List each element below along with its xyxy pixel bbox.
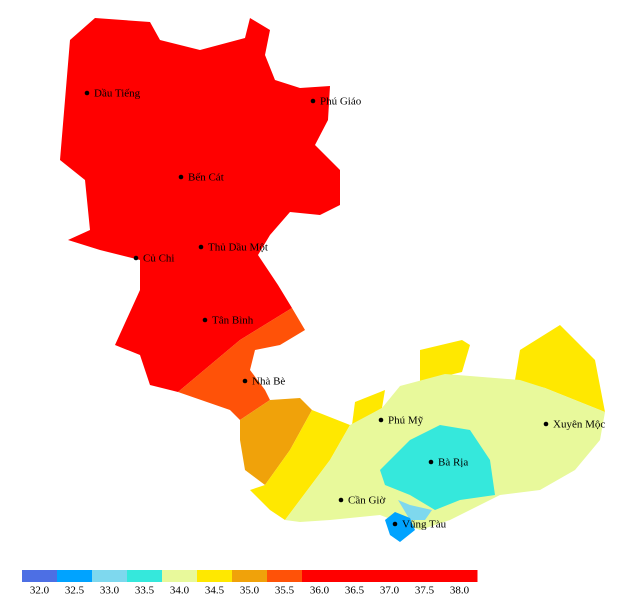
colorbar: 32.0 32.5 33.0 33.5 34.0 34.5 35.0 35.5 36.0 36.5… <box>22 570 478 597</box>
zone <box>178 308 305 420</box>
zone <box>240 398 312 485</box>
colorbar-tick-label: 34.5 <box>205 585 225 597</box>
map <box>60 18 605 542</box>
zone <box>420 340 470 382</box>
place-dot <box>242 378 248 384</box>
place-label: Bà Rịa <box>438 457 468 469</box>
place-dot <box>198 244 204 250</box>
place-dot <box>310 98 316 104</box>
place-label: Nhà Bè <box>252 376 285 388</box>
zone <box>385 512 415 542</box>
place-dot <box>392 521 398 527</box>
zone <box>250 410 350 520</box>
places: Dầu Tiếng Phú Giáo Bến Cát Thủ Dầu Một Củ Ch… <box>84 88 605 531</box>
colorbar-bin <box>267 570 303 582</box>
place-label: Phú Giáo <box>320 96 362 108</box>
place-dot <box>428 459 434 465</box>
colorbar-bin <box>407 570 443 582</box>
place-dot <box>84 90 90 96</box>
place-dot <box>133 255 139 261</box>
colorbar-tick-label: 35.5 <box>275 585 295 597</box>
place-label: Dầu Tiếng <box>94 88 141 100</box>
place-dot <box>378 417 384 423</box>
colorbar-bin <box>57 570 93 582</box>
place-label: Củ Chi <box>143 253 174 265</box>
colorbar-tick-label: 33.5 <box>135 585 155 597</box>
zone <box>380 425 495 510</box>
colorbar-bin <box>162 570 198 582</box>
colorbar-bin <box>232 570 268 582</box>
colorbar-tick-label: 38.0 <box>450 585 470 597</box>
place-dot <box>202 317 208 323</box>
zone <box>352 390 385 425</box>
colorbar-tick-label: 36.5 <box>345 585 365 597</box>
colorbar-tick-label: 34.0 <box>170 585 190 597</box>
colorbar-bin <box>302 570 338 582</box>
colorbar-bin <box>442 570 478 582</box>
place-label: Thủ Dầu Một <box>208 242 268 254</box>
colorbar-tick-label: 37.5 <box>415 585 435 597</box>
place-label: Bến Cát <box>188 172 224 184</box>
colorbar-tick-label: 33.0 <box>100 585 120 597</box>
colorbar-tick-label: 35.0 <box>240 585 260 597</box>
place-label: Xuyên Mộc <box>553 419 605 431</box>
colorbar-tick-label: 32.5 <box>65 585 85 597</box>
colorbar-bin <box>197 570 233 582</box>
colorbar-bin <box>22 570 58 582</box>
colorbar-tick-label: 32.0 <box>30 585 50 597</box>
place-dot <box>338 497 344 503</box>
zone <box>398 500 432 520</box>
colorbar-tick-label: 36.0 <box>310 585 330 597</box>
colorbar-bin <box>92 570 128 582</box>
colorbar-bin <box>372 570 408 582</box>
place-dot <box>543 421 549 427</box>
zone <box>60 18 340 392</box>
colorbar-bin <box>127 570 163 582</box>
place-label: Phú Mỹ <box>388 415 424 427</box>
place-dot <box>178 174 184 180</box>
place-label: Tân Bình <box>212 315 254 327</box>
zone <box>515 325 605 412</box>
place-label: Cần Giờ <box>348 495 385 507</box>
place-label: Vũng Tàu <box>402 519 447 531</box>
colorbar-bin <box>337 570 373 582</box>
colorbar-tick-label: 37.0 <box>380 585 400 597</box>
